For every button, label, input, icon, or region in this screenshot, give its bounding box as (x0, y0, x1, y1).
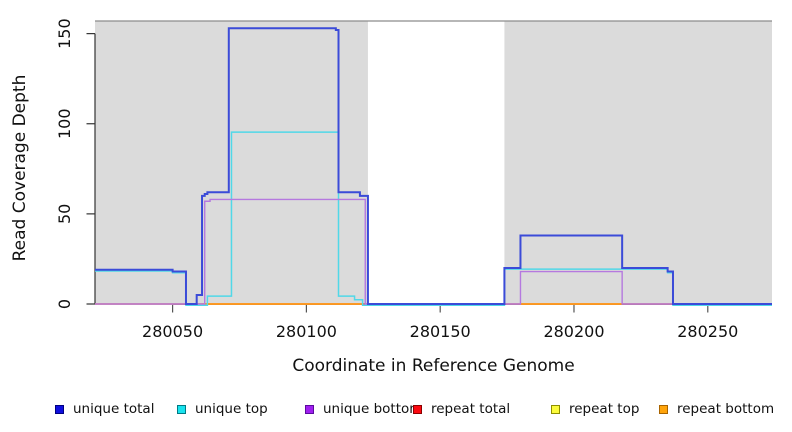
y-tick-label: 100 (55, 108, 74, 139)
legend-label: repeat total (431, 401, 511, 417)
legend-item-unique-bottom: unique bottom (305, 399, 422, 419)
unique-top-swatch-icon (177, 404, 186, 414)
y-tick-label: 150 (55, 18, 74, 49)
unique-total-swatch-icon (55, 404, 64, 414)
x-tick-label: 280150 (410, 322, 471, 341)
legend-item-repeat-total: repeat total (413, 399, 510, 419)
y-tick-label: 50 (55, 204, 74, 224)
y-tick-label: 0 (55, 299, 74, 309)
legend-label: unique top (195, 401, 268, 417)
shaded-coverage-region (504, 21, 772, 304)
series-unique-total-line (95, 27, 772, 305)
legend-item-unique-top: unique top (177, 399, 268, 419)
legend-label: unique total (73, 401, 155, 417)
plot-legend: unique total unique top unique bottom re… (0, 399, 792, 423)
legend-item-repeat-bottom: repeat bottom (659, 399, 774, 419)
x-tick-label: 280200 (543, 322, 604, 341)
legend-item-repeat-top: repeat top (551, 399, 639, 419)
unique-bottom-swatch-icon (305, 404, 314, 414)
legend-label: unique bottom (323, 401, 423, 417)
repeat-bottom-swatch-icon (659, 404, 668, 414)
x-axis-title: Coordinate in Reference Genome (292, 356, 575, 376)
repeat-total-swatch-icon (413, 404, 422, 414)
series-unique-bottom-line (95, 198, 772, 305)
legend-item-unique-total: unique total (55, 399, 154, 419)
repeat-top-swatch-icon (551, 404, 560, 414)
x-tick-label: 280050 (142, 322, 203, 341)
x-tick-label: 280100 (276, 322, 337, 341)
x-tick-label: 280250 (677, 322, 738, 341)
legend-label: repeat bottom (677, 401, 775, 417)
y-axis-title: Read Coverage Depth (10, 74, 30, 262)
legend-label: repeat top (569, 401, 640, 417)
